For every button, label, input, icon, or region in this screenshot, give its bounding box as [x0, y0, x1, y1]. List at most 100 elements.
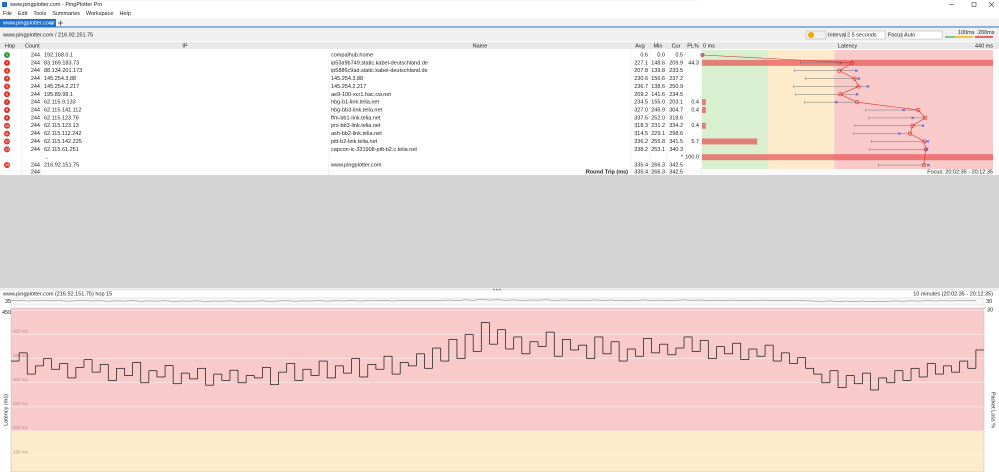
cell-count: 244: [31, 107, 40, 113]
latency-current: [866, 85, 870, 88]
zone-good: [702, 50, 769, 169]
cell-name: 145.254.3.88: [331, 76, 363, 82]
hop-icon: [4, 91, 10, 98]
hop-icon: [4, 59, 10, 66]
table-header: [0, 42, 999, 49]
cell-ip: 145.254.2.217: [44, 84, 79, 90]
hop-number: 2: [6, 61, 8, 65]
cell-pl: 100.0: [685, 155, 699, 161]
plot-frame: [10, 307, 985, 472]
cur-stroke: [921, 124, 925, 128]
hop-icon: [4, 146, 10, 153]
latency-avg: [837, 68, 842, 73]
menu-item[interactable]: File: [3, 11, 12, 17]
cell-count: 244: [31, 162, 40, 168]
threshold-label: 100ms: [958, 30, 975, 36]
cell-avg: 318.3: [634, 123, 648, 129]
latency-avg: [856, 84, 861, 89]
cell-name: ae9-100-xcr1.hac.cw.net: [331, 92, 391, 98]
summary-focus: Focus: 20:02:35 - 20:12:35: [927, 169, 993, 175]
cell-min: 266.3: [651, 162, 665, 168]
column-header[interactable]: Count: [25, 43, 40, 49]
cell-cur: 209.9: [669, 60, 683, 66]
interval-value[interactable]: 2.5 seconds: [847, 32, 877, 38]
cell-cur: 304.7: [669, 107, 683, 113]
cell-ip: 62.115.9.133: [44, 100, 76, 106]
status-dropdown[interactable]: [805, 30, 827, 40]
cell-count: 244: [31, 84, 40, 90]
focus-value[interactable]: Auto: [904, 32, 915, 38]
column-header[interactable]: PL%: [687, 43, 699, 49]
cell-cur: 340.3: [669, 147, 683, 153]
packet-loss-bar: [702, 107, 706, 114]
overview-line: [10, 299, 976, 302]
latency-current: [925, 147, 929, 151]
cell-pl: 0.4: [691, 123, 699, 129]
column-header[interactable]: Avg: [635, 43, 644, 49]
cell-name: ip53a9b749.static.kabel-deutschland.de: [331, 60, 428, 66]
column-header[interactable]: Cur: [672, 43, 681, 49]
cell-avg: 0.6: [640, 52, 648, 58]
cell-count: 244: [31, 115, 40, 121]
hop-number: 10: [5, 124, 9, 128]
cell-cur: 237.2: [669, 76, 683, 82]
latency-avg: [700, 52, 705, 57]
column-header[interactable]: IP: [182, 43, 188, 49]
cell-cur: 342.5: [669, 162, 683, 168]
summary-count: 244: [31, 169, 40, 175]
step-connectors: [18, 322, 977, 390]
cell-avg: 234.5: [634, 100, 648, 106]
cell-ip: 195.89.99.1: [44, 92, 73, 98]
menu-item[interactable]: Summaries: [52, 11, 80, 17]
window-controls[interactable]: [949, 1, 995, 8]
cell-pl: 44.3: [688, 60, 699, 66]
cell-name: capcon-ic-331908-pitt-b2.c.telia.net: [331, 147, 417, 153]
hop-number: 3: [6, 69, 8, 73]
tab-bar: [0, 18, 999, 27]
column-header[interactable]: Min: [654, 43, 663, 49]
overview-right-label: 30: [986, 299, 992, 305]
latency-avg: [850, 60, 855, 65]
focus-select[interactable]: [901, 30, 943, 40]
cell-min: 229.1: [651, 131, 665, 137]
hop-icon: [4, 162, 10, 169]
y-axis-label: Latency (ms): [3, 394, 9, 426]
latency-avg: [923, 147, 928, 152]
cell-ip: 62.115.112.242: [44, 131, 81, 137]
cell-count: 244: [31, 100, 40, 106]
cell-min: 252.0: [651, 115, 665, 121]
latency-current: [855, 92, 859, 96]
menu-item[interactable]: Edit: [18, 11, 28, 17]
column-header[interactable]: Hop: [5, 43, 15, 49]
menu-item[interactable]: Help: [119, 11, 130, 17]
cell-avg: 314.5: [634, 131, 648, 137]
latency-avg: [855, 100, 860, 105]
cell-cur: 341.5: [669, 139, 683, 145]
latency-avg: [921, 163, 926, 168]
status-button[interactable]: [808, 32, 814, 38]
latency-current: [857, 77, 861, 80]
latency-current: [927, 163, 930, 167]
active-tab[interactable]: [0, 19, 56, 27]
menu-item[interactable]: Workspace: [86, 11, 113, 17]
empty-area: [0, 175, 999, 288]
cell-ip: 62.115.123.76: [44, 115, 79, 121]
cell-name: ash-bb2-link.telia.net: [331, 131, 382, 137]
new-tab-button[interactable]: [58, 20, 63, 26]
cell-avg: 230.6: [634, 76, 648, 82]
hop-icon: [4, 114, 10, 121]
cell-count: 244: [31, 60, 40, 66]
cell-cur: 250.9: [669, 84, 683, 90]
summary-avg: 335.4: [634, 169, 648, 175]
cell-avg: 236.7: [634, 84, 648, 90]
y-tick-label: 200 ms: [13, 425, 29, 430]
menu-item[interactable]: Tools: [33, 11, 46, 17]
interval-select[interactable]: [844, 30, 886, 40]
cur-stroke: [925, 147, 929, 151]
column-header[interactable]: Name: [473, 43, 488, 49]
cell-min: 148.6: [651, 60, 665, 66]
hop-icon: [4, 107, 10, 114]
tab-label[interactable]: www.pingplotter.com: [2, 20, 54, 26]
latency-avg: [923, 115, 928, 120]
